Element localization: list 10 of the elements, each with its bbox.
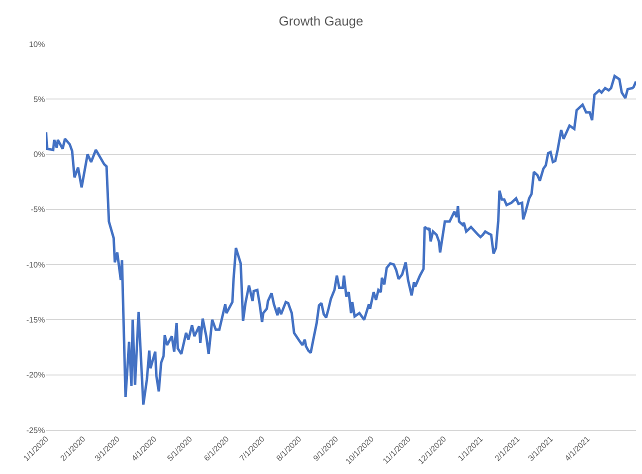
y-tick-label: 5% — [33, 94, 45, 104]
y-tick-label: -15% — [26, 316, 45, 325]
line-series — [46, 74, 636, 406]
y-tick-label: 10% — [28, 40, 45, 49]
y-tick-label: -5% — [30, 205, 45, 214]
chart-title: Growth Gauge — [278, 14, 364, 29]
y-tick-label: -20% — [26, 370, 45, 380]
y-tick-label: 0% — [33, 150, 45, 160]
y-tick-label: -10% — [26, 260, 45, 270]
y-tick-label: -25% — [26, 426, 45, 435]
